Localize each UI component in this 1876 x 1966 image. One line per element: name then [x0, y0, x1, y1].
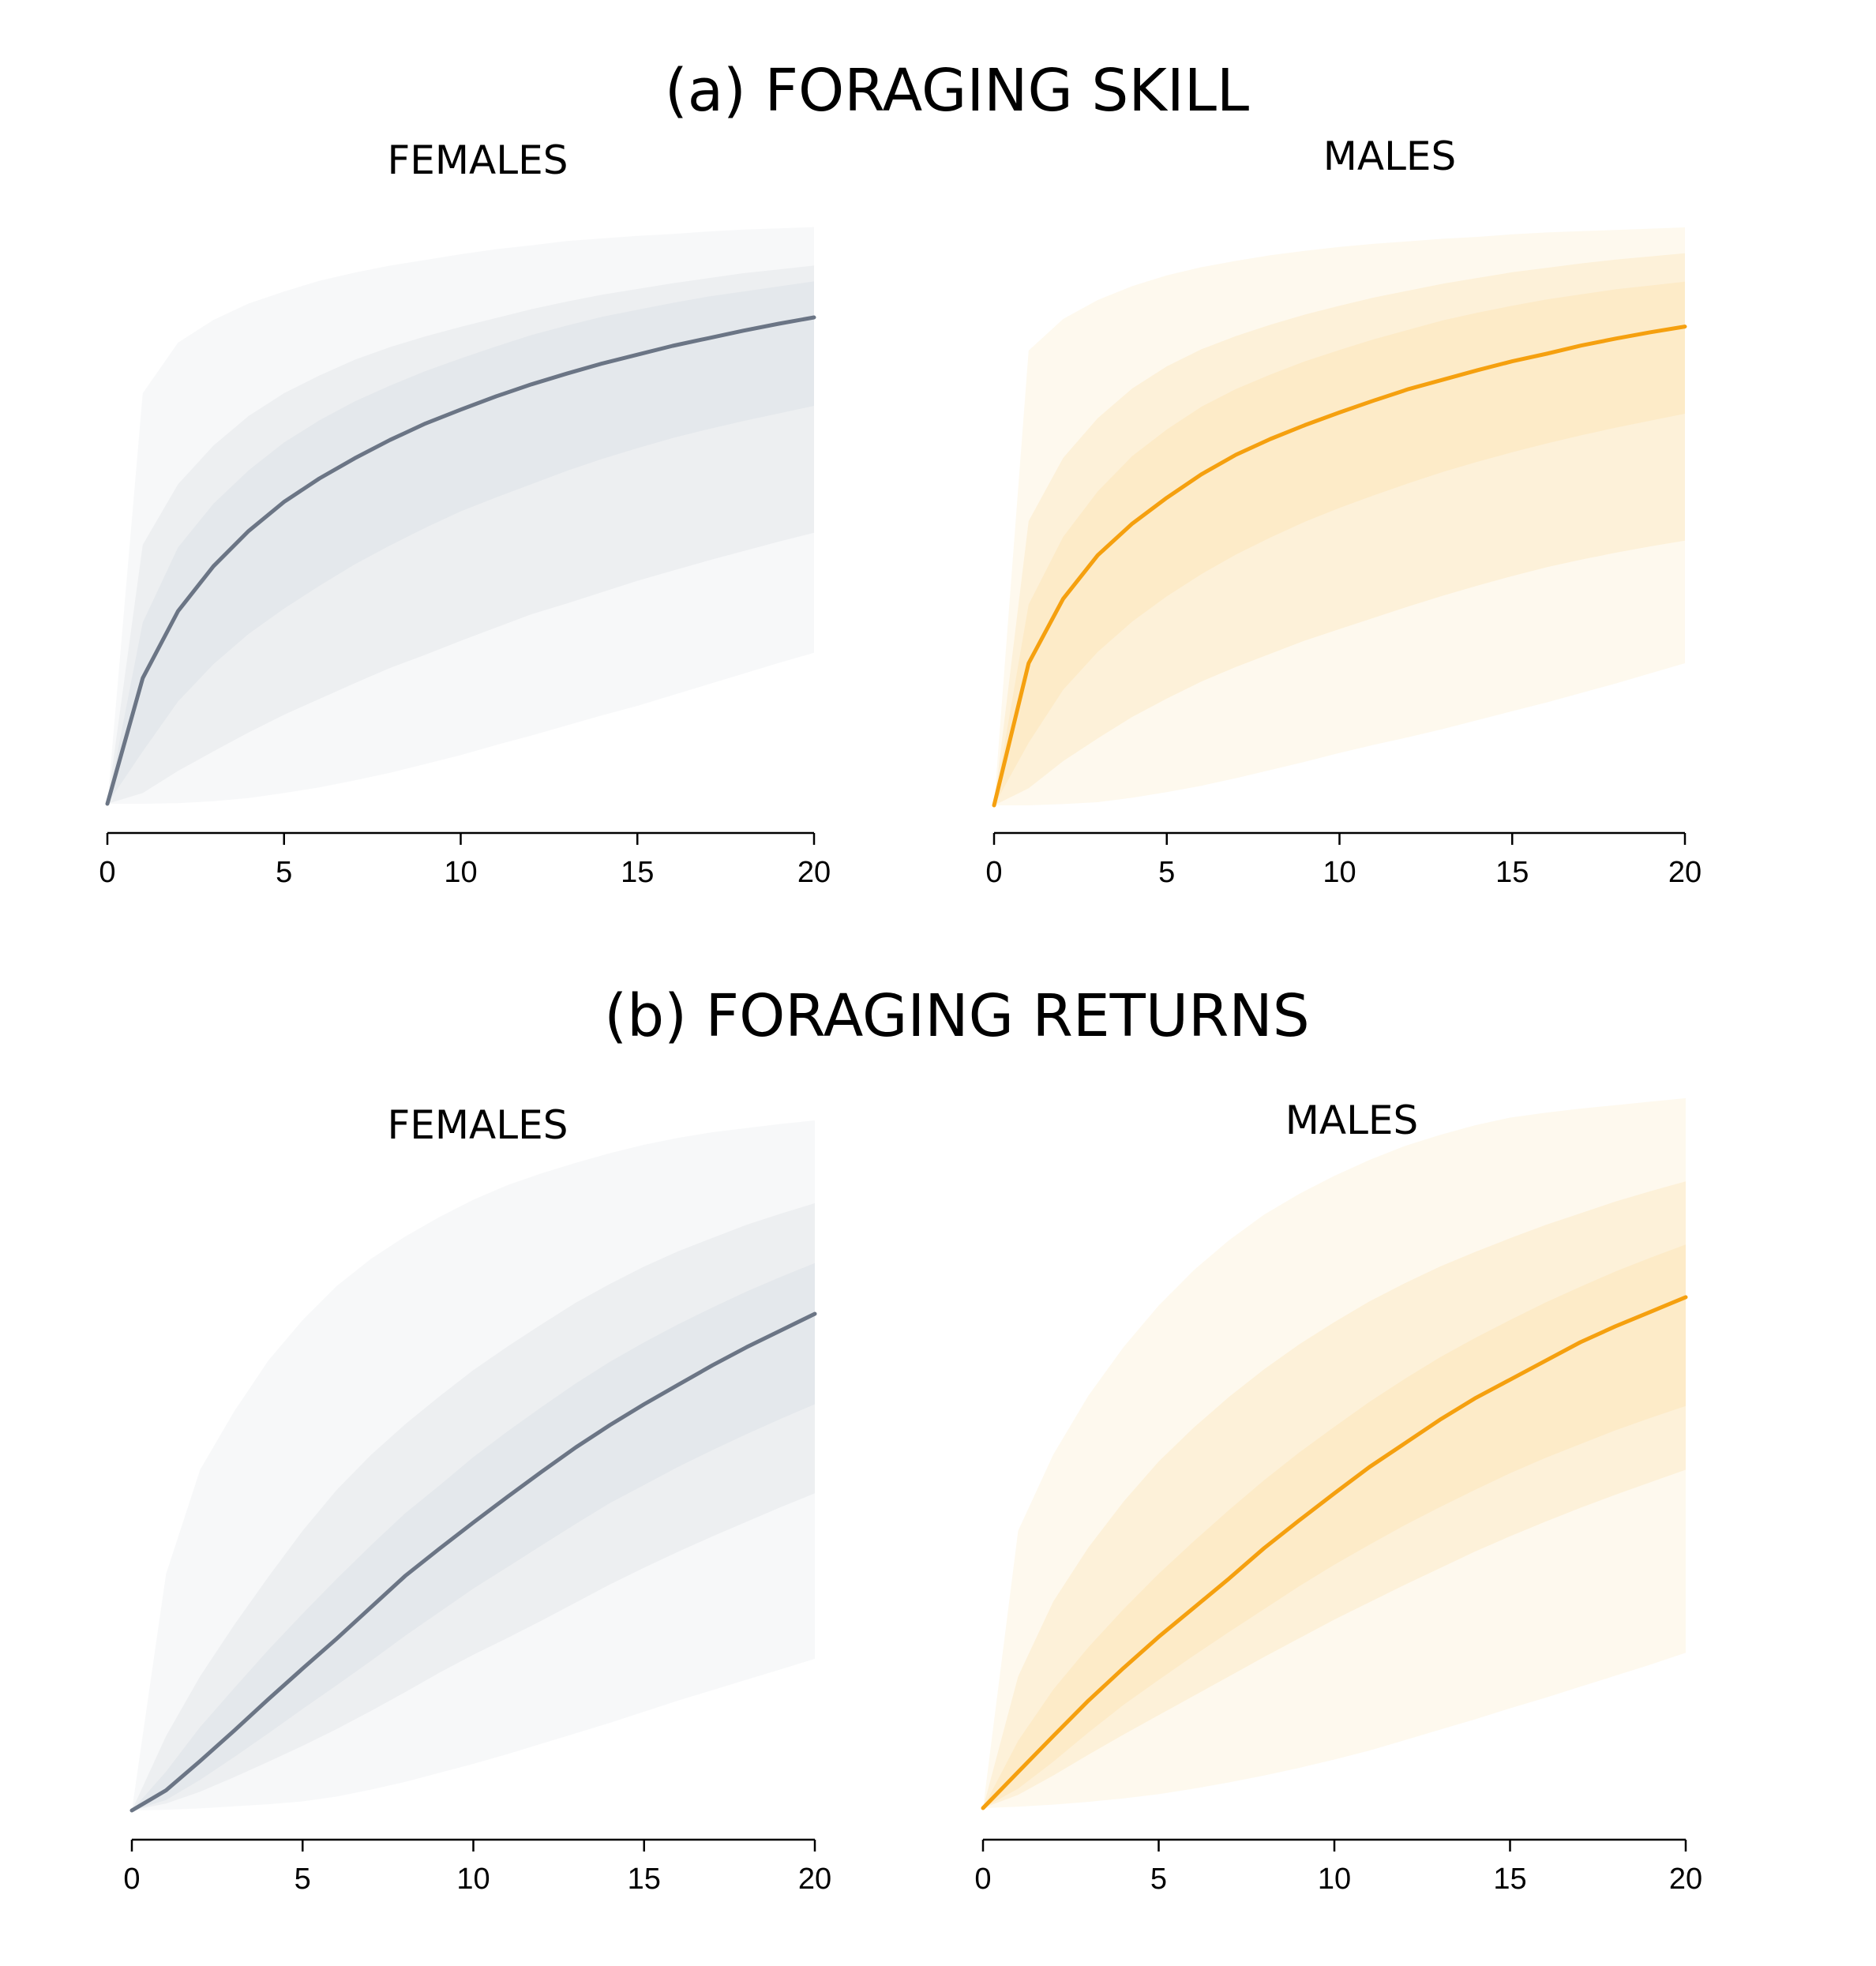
x-tick-label: 20 [797, 856, 831, 889]
x-tick-label: 5 [1150, 1863, 1167, 1896]
x-tick-label: 5 [1158, 856, 1175, 889]
credible-band-2 [994, 281, 1685, 805]
x-tick-label: 15 [1493, 1863, 1526, 1896]
x-tick-label: 20 [1668, 856, 1702, 889]
chart-panel-1: MALES 0 5 10 15 20 [985, 133, 1702, 889]
x-tick-label: 10 [456, 1863, 490, 1896]
x-tick-label: 0 [123, 1863, 140, 1896]
credible-band-2 [983, 1244, 1686, 1808]
x-tick-label: 15 [621, 856, 654, 889]
panels: FEMALES 0 5 10 15 20 MALES 0 5 10 15 20 FEMALES 0 5 10 1… [99, 133, 1702, 1896]
x-tick-label: 10 [444, 856, 477, 889]
x-tick-label: 20 [1669, 1863, 1702, 1896]
credible-band-2 [132, 1263, 815, 1810]
x-tick-label: 5 [276, 856, 292, 889]
panel-title: FEMALES [388, 1102, 568, 1148]
x-tick-label: 10 [1318, 1863, 1351, 1896]
median-line [992, 325, 1687, 808]
section-title-skill: (a) FORAGING SKILL [665, 57, 1249, 125]
x-tick-label: 5 [295, 1863, 311, 1896]
x-tick-label: 10 [1323, 856, 1356, 889]
x-tick-label: 0 [974, 1863, 991, 1896]
chart-panel-2: FEMALES 0 5 10 15 20 [123, 1102, 831, 1896]
credible-band-2 [107, 281, 814, 804]
median-line [105, 315, 816, 806]
x-tick-label: 0 [985, 856, 1002, 889]
panel-title: MALES [1323, 133, 1457, 179]
x-tick-label: 15 [1495, 856, 1529, 889]
panel-title: MALES [1285, 1097, 1419, 1143]
chart-panel-3: MALES 0 5 10 15 20 [974, 1097, 1702, 1896]
median-line [129, 1311, 817, 1813]
panel-title: FEMALES [388, 137, 568, 183]
x-tick-label: 15 [628, 1863, 661, 1896]
x-tick-label: 0 [99, 856, 115, 889]
median-line [981, 1295, 1688, 1810]
section-title-returns: (b) FORAGING RETURNS [604, 982, 1309, 1050]
chart-panel-0: FEMALES 0 5 10 15 20 [99, 137, 831, 889]
x-tick-label: 20 [798, 1863, 831, 1896]
